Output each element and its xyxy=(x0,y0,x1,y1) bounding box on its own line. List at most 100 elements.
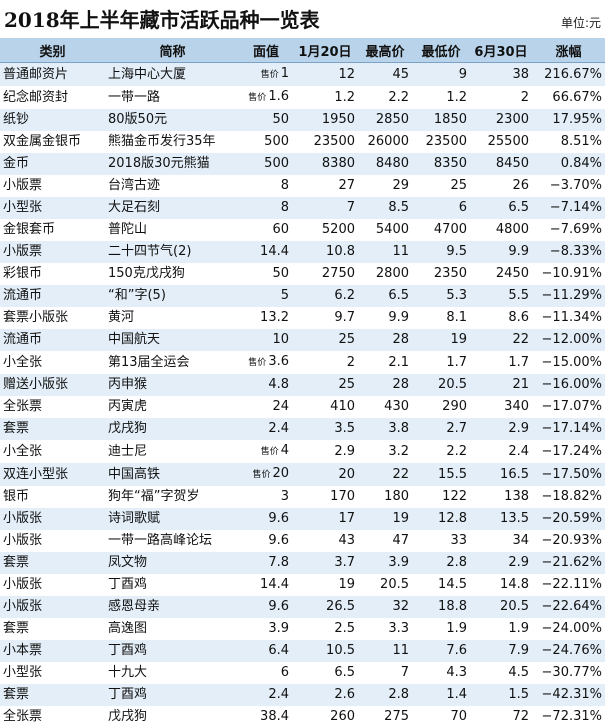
table-cell: 迪士尼 xyxy=(105,440,240,463)
table-cell: 2.1 xyxy=(358,351,412,374)
table-cell: 25 xyxy=(292,374,358,396)
table-cell: 12 xyxy=(292,63,358,87)
cell-value: 3.6 xyxy=(268,354,289,369)
price-note: 售价 xyxy=(261,70,279,80)
table-cell: 7.8 xyxy=(240,552,292,574)
table-cell: 中国航天 xyxy=(105,329,240,351)
table-cell: 14.5 xyxy=(412,574,470,596)
table-cell: 小全张 xyxy=(0,440,105,463)
table-cell: 180 xyxy=(358,486,412,508)
table-cell: 38 xyxy=(470,63,532,87)
table-cell: 3.9 xyxy=(358,552,412,574)
table-cell: 纸钞 xyxy=(0,109,105,131)
table-cell: 2 xyxy=(470,86,532,109)
table-cell: 8.1 xyxy=(412,307,470,329)
cell-value: 1.6 xyxy=(268,89,289,104)
column-header: 最高价 xyxy=(358,38,412,63)
table-cell: 12.8 xyxy=(412,508,470,530)
table-cell: −12.00% xyxy=(532,329,605,351)
table-cell: 9.6 xyxy=(240,596,292,618)
table-cell: −17.24% xyxy=(532,440,605,463)
table-cell: 4800 xyxy=(470,219,532,241)
table-cell: 上海中心大厦 xyxy=(105,63,240,87)
table-cell: 1.7 xyxy=(470,351,532,374)
table-cell: −18.82% xyxy=(532,486,605,508)
table-cell: 1.9 xyxy=(412,618,470,640)
table-cell: 8.5 xyxy=(358,197,412,219)
table-cell: 凤文物 xyxy=(105,552,240,574)
table-cell: 19 xyxy=(358,508,412,530)
table-cell: 6.5 xyxy=(292,662,358,684)
table-cell: 20 xyxy=(292,463,358,486)
table-cell: 8450 xyxy=(470,153,532,175)
table-cell: 9.9 xyxy=(470,241,532,263)
table-cell: 10.8 xyxy=(292,241,358,263)
table-cell: 第13届全运会 xyxy=(105,351,240,374)
column-header: 1月20日 xyxy=(292,38,358,63)
table-cell: −22.11% xyxy=(532,574,605,596)
table-cell: 小版张 xyxy=(0,530,105,552)
table-cell: 38.4 xyxy=(240,706,292,728)
table-cell: 小全张 xyxy=(0,351,105,374)
table-cell: 14.4 xyxy=(240,574,292,596)
table-cell: −11.29% xyxy=(532,285,605,307)
table-cell: 5.5 xyxy=(470,285,532,307)
table-cell: 丁酉鸡 xyxy=(105,640,240,662)
table-cell: −21.62% xyxy=(532,552,605,574)
table-cell: 小版票 xyxy=(0,241,105,263)
table-cell: 25 xyxy=(292,329,358,351)
table-cell: 中国高铁 xyxy=(105,463,240,486)
table-cell: −17.07% xyxy=(532,396,605,418)
table-cell: 7.6 xyxy=(412,640,470,662)
table-cell: 290 xyxy=(412,396,470,418)
table-cell: 1.2 xyxy=(292,86,358,109)
table-cell: 8480 xyxy=(358,153,412,175)
table-cell: 二十四节气(2) xyxy=(105,241,240,263)
price-note: 售价 xyxy=(252,470,270,480)
table-cell: 3.3 xyxy=(358,618,412,640)
table-cell: 2.8 xyxy=(358,684,412,706)
table-cell: 小型张 xyxy=(0,197,105,219)
table-cell: 2.9 xyxy=(470,552,532,574)
table-cell: 19 xyxy=(292,574,358,596)
table-cell: 29 xyxy=(358,175,412,197)
table-cell: 套票小版张 xyxy=(0,307,105,329)
table-cell: 10.5 xyxy=(292,640,358,662)
table-cell: 2.2 xyxy=(358,86,412,109)
table-cell: −42.31% xyxy=(532,684,605,706)
table-cell: −16.00% xyxy=(532,374,605,396)
price-note: 售价 xyxy=(261,447,279,457)
table-cell: 赠送小版张 xyxy=(0,374,105,396)
column-header: 简称 xyxy=(105,38,240,63)
table-cell: 套票 xyxy=(0,618,105,640)
table-cell: 狗年“福”字贺岁 xyxy=(105,486,240,508)
table-cell: 丙申猴 xyxy=(105,374,240,396)
table-cell: −11.34% xyxy=(532,307,605,329)
table-cell: 430 xyxy=(358,396,412,418)
table-cell: 45 xyxy=(358,63,412,87)
table-cell: 275 xyxy=(358,706,412,728)
table-cell: 2 xyxy=(292,351,358,374)
table-cell: −24.76% xyxy=(532,640,605,662)
table-cell: 2.6 xyxy=(292,684,358,706)
table-cell: 全张票 xyxy=(0,396,105,418)
table-cell: 金银套币 xyxy=(0,219,105,241)
table-cell: −17.50% xyxy=(532,463,605,486)
table-cell: 1.7 xyxy=(412,351,470,374)
table-cell: 套票 xyxy=(0,418,105,440)
table-cell: 感恩母亲 xyxy=(105,596,240,618)
